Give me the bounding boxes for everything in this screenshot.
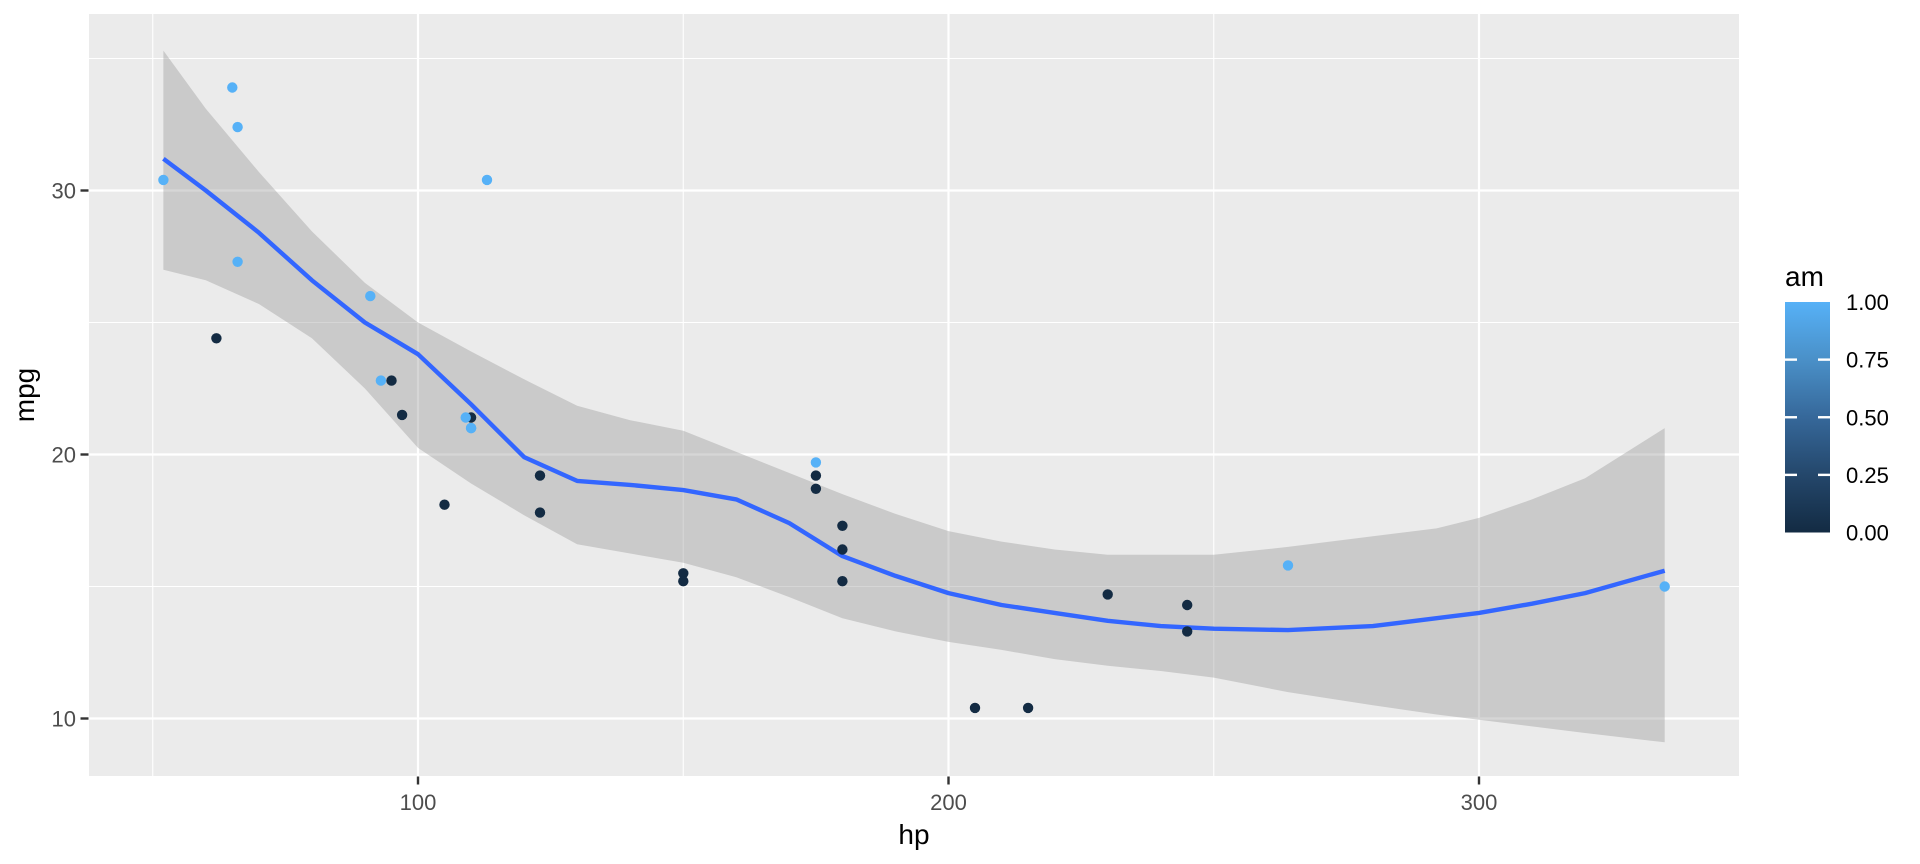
minor-gridlines bbox=[89, 14, 1739, 776]
data-point bbox=[1182, 599, 1193, 611]
legend-value-label: 1.00 bbox=[1846, 290, 1889, 315]
data-point bbox=[375, 375, 387, 386]
data-point bbox=[227, 82, 238, 93]
panel-background bbox=[89, 14, 1739, 776]
x-tick-label: 300 bbox=[1461, 790, 1498, 815]
scatter-points bbox=[158, 82, 1670, 714]
data-point bbox=[837, 576, 848, 587]
data-point bbox=[810, 483, 822, 494]
x-axis-title: hp bbox=[898, 819, 929, 850]
data-point bbox=[1282, 560, 1294, 571]
data-point bbox=[439, 499, 450, 510]
data-point bbox=[810, 457, 822, 468]
legend-colorbar-am: am 1.00 0.75 0.50 0.25 0.00 bbox=[1785, 261, 1889, 546]
data-point bbox=[481, 174, 493, 186]
data-point bbox=[534, 470, 546, 481]
legend-value-label: 0.00 bbox=[1846, 521, 1889, 546]
data-point bbox=[386, 375, 397, 386]
data-point bbox=[232, 256, 243, 267]
legend-value-label: 0.25 bbox=[1846, 463, 1889, 488]
axis-tick-labels: 100 200 300 10 20 30 bbox=[52, 179, 1498, 816]
axis-tick-marks bbox=[80, 189, 1481, 785]
data-point bbox=[534, 507, 546, 518]
data-point bbox=[969, 702, 981, 714]
data-point bbox=[211, 333, 222, 344]
data-point bbox=[365, 290, 376, 302]
legend-value-label: 0.75 bbox=[1846, 348, 1889, 373]
data-point bbox=[1022, 702, 1034, 714]
data-point bbox=[678, 576, 689, 587]
data-point bbox=[465, 422, 477, 434]
data-point bbox=[1102, 589, 1113, 600]
legend-tick-marks bbox=[1785, 358, 1830, 477]
data-point bbox=[158, 174, 169, 186]
legend-value-labels: 1.00 0.75 0.50 0.25 0.00 bbox=[1846, 290, 1889, 546]
y-tick-label: 20 bbox=[52, 443, 76, 468]
legend-title: am bbox=[1785, 261, 1824, 292]
data-point bbox=[1182, 626, 1193, 637]
legend-value-label: 0.50 bbox=[1846, 405, 1889, 430]
data-point bbox=[810, 470, 822, 481]
data-point bbox=[837, 520, 848, 531]
x-tick-label: 100 bbox=[400, 790, 437, 815]
data-point bbox=[837, 544, 848, 555]
loess-smooth-line bbox=[162, 157, 1666, 633]
y-tick-label: 30 bbox=[52, 179, 76, 204]
y-axis-title: mpg bbox=[9, 368, 40, 422]
data-point bbox=[678, 568, 689, 579]
major-gridlines bbox=[89, 14, 1739, 776]
x-tick-label: 200 bbox=[930, 790, 967, 815]
data-point bbox=[460, 412, 471, 423]
data-point bbox=[1659, 581, 1670, 592]
data-point bbox=[396, 409, 408, 421]
data-point bbox=[232, 121, 243, 133]
y-tick-label: 10 bbox=[52, 707, 76, 732]
